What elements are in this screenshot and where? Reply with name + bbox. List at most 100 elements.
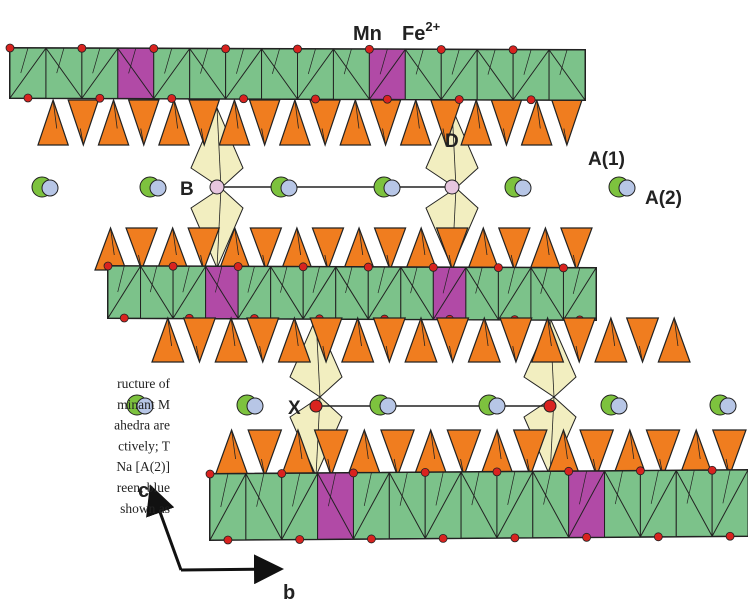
octa-edge	[182, 266, 190, 293]
o-atom	[239, 94, 248, 104]
octa-edge	[117, 265, 125, 293]
octa-edge	[245, 473, 283, 540]
o-atom	[223, 535, 233, 545]
o-atom	[420, 467, 430, 477]
octa-edge	[451, 49, 460, 75]
octa-edge	[471, 472, 480, 506]
octa-edge	[435, 472, 444, 506]
octa-edge	[497, 267, 532, 320]
a2-atom	[719, 397, 737, 415]
tetrahedron	[188, 99, 221, 147]
tetrahedron	[37, 98, 70, 146]
tetra-edge	[230, 317, 236, 347]
octa-edge	[432, 267, 467, 320]
b-axis-arrow	[180, 554, 284, 585]
tetra-edge	[322, 345, 327, 363]
tetrahedron	[530, 316, 565, 363]
tetrahedron	[460, 98, 493, 146]
o-atom	[295, 535, 305, 544]
octa-edge	[415, 49, 424, 75]
tetrahedron	[246, 317, 280, 364]
tetrahedron	[187, 227, 221, 272]
tetrahedron	[529, 226, 562, 271]
tetrahedron	[560, 227, 593, 272]
tetra-edge	[167, 317, 173, 347]
tetra-edge	[695, 429, 701, 460]
o-atom	[363, 262, 373, 272]
octa-edge	[205, 266, 239, 319]
tetra-edge	[172, 227, 177, 256]
octa-edge	[614, 470, 623, 505]
octa-edge	[563, 267, 597, 321]
tetra-edge	[297, 429, 303, 460]
tetra-edge	[545, 227, 550, 256]
octa-edge	[270, 266, 304, 320]
tetrahedron	[446, 429, 482, 478]
o-atom	[725, 531, 735, 541]
x-atom	[543, 399, 557, 413]
caption-line: ructure of	[117, 376, 170, 391]
octa-edge	[604, 470, 641, 538]
octa-edge	[675, 470, 713, 537]
fe-sup: 2+	[425, 19, 440, 34]
tetrahedron	[520, 98, 553, 146]
caption-line: ahedra are	[114, 418, 170, 433]
tetrahedron	[311, 227, 345, 272]
b-label: B	[180, 179, 194, 200]
tetra-edge	[110, 227, 115, 256]
labels: Mn Fe2+ D A(1) A(2) B X c b	[138, 19, 682, 602]
a2-atom	[514, 179, 532, 197]
octa-edge	[312, 266, 320, 293]
d-label: D	[445, 131, 459, 152]
octa-edge	[559, 49, 568, 75]
octa-edge	[81, 48, 119, 99]
tetra-edge	[673, 317, 679, 347]
o-atom	[149, 44, 159, 53]
octa-edge	[440, 49, 478, 100]
octa-edge	[56, 48, 65, 74]
o-atom	[364, 44, 374, 54]
octa-edge	[523, 49, 532, 75]
o-atom	[493, 263, 503, 273]
a1-label: A(1)	[588, 149, 625, 170]
tetrahedron	[380, 429, 415, 478]
tetra-edge	[52, 99, 58, 129]
a2-atom	[618, 179, 636, 197]
octa-edge	[532, 471, 570, 538]
tetrahedron	[678, 428, 714, 477]
tetra-edge	[575, 345, 580, 363]
caption-line: shown as	[120, 501, 170, 516]
octa-edge	[200, 48, 208, 74]
tetrahedron	[625, 317, 660, 364]
caption: ructure of minant M ahedra are ctively; T Na…	[114, 376, 171, 516]
o-atom	[559, 263, 568, 273]
tetrahedron	[466, 226, 500, 271]
c-axis-arrow	[146, 484, 183, 571]
tetrahedron	[435, 227, 469, 272]
o-atom	[293, 44, 302, 54]
o-atom	[636, 466, 645, 476]
tetra-edge	[357, 317, 362, 347]
o-atom	[119, 313, 129, 323]
tetrahedron	[127, 99, 160, 147]
octa-edge	[353, 472, 390, 540]
tetrahedron	[309, 99, 342, 147]
octa-edge	[92, 48, 101, 74]
octa-edge	[399, 472, 408, 506]
o-atom	[564, 466, 574, 476]
tetra-edge	[385, 345, 390, 363]
o-atom	[221, 44, 231, 54]
octa-edge	[236, 48, 244, 74]
tetra-edge	[200, 128, 205, 146]
o-atom	[510, 533, 520, 543]
tetrahedron	[248, 99, 281, 147]
tetrahedron	[711, 429, 747, 478]
tetra-edge	[563, 429, 568, 460]
octa-edge	[189, 48, 227, 100]
o-atom	[233, 262, 243, 271]
tetrahedron	[158, 98, 190, 146]
tetra-edge	[363, 429, 369, 460]
tetrahedron	[550, 99, 583, 147]
tetra-edge	[382, 128, 386, 146]
